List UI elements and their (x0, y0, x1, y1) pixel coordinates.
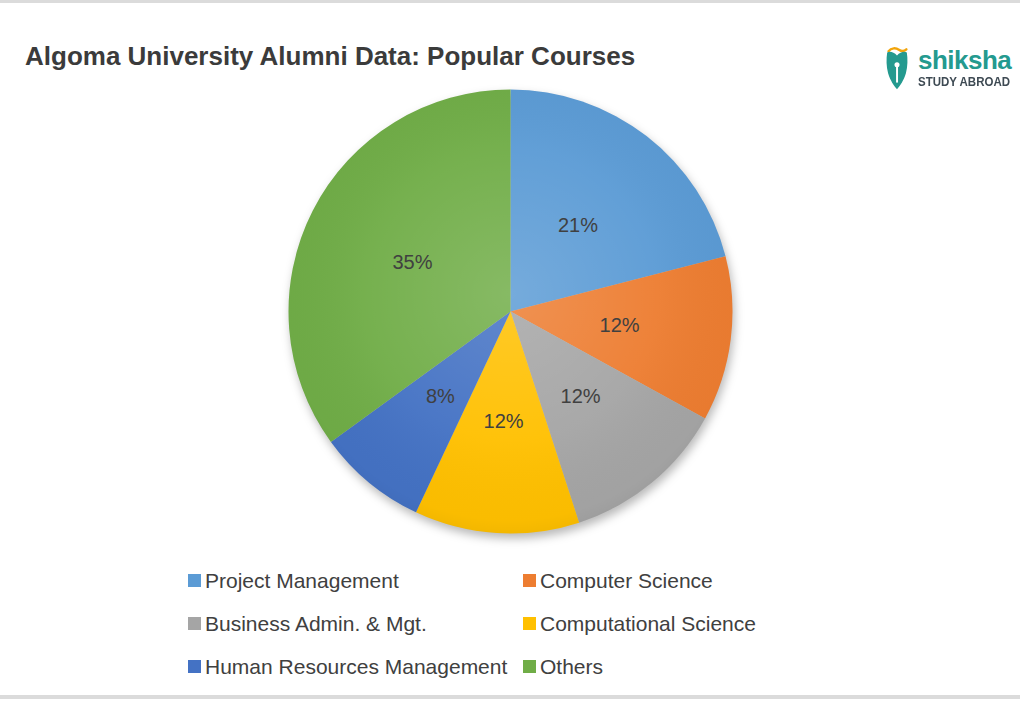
data-label: 12% (561, 385, 601, 407)
legend-swatch (188, 574, 201, 587)
legend-item: Human Resources Management (188, 655, 523, 679)
legend-item: Project Management (188, 569, 523, 593)
legend-label: Human Resources Management (205, 655, 507, 679)
legend-label: Business Admin. & Mgt. (205, 612, 427, 636)
legend-row: Project Management Computer Science (188, 559, 756, 602)
data-label: 12% (484, 410, 524, 432)
chart-page: { "page": { "title": "Algoma University … (0, 0, 1020, 702)
legend: Project Management Computer Science Busine… (188, 559, 756, 688)
legend-label: Project Management (205, 569, 399, 593)
data-label: 12% (600, 314, 640, 336)
legend-label: Others (540, 655, 603, 679)
legend-swatch (523, 617, 536, 630)
legend-swatch (523, 660, 536, 673)
bottom-border (0, 695, 1020, 699)
legend-row: Human Resources Management Others (188, 645, 756, 688)
data-label: 8% (426, 385, 455, 407)
legend-item: Business Admin. & Mgt. (188, 612, 523, 636)
legend-label: Computer Science (540, 569, 713, 593)
legend-item: Others (523, 655, 603, 679)
pie-shading-overlay (289, 90, 733, 534)
legend-swatch (523, 574, 536, 587)
legend-row: Business Admin. & Mgt. Computational Scie… (188, 602, 756, 645)
data-label: 21% (558, 214, 598, 236)
legend-label: Computational Science (540, 612, 756, 636)
data-label: 35% (392, 251, 432, 273)
legend-item: Computational Science (523, 612, 756, 636)
legend-swatch (188, 660, 201, 673)
legend-swatch (188, 617, 201, 630)
legend-item: Computer Science (523, 569, 713, 593)
